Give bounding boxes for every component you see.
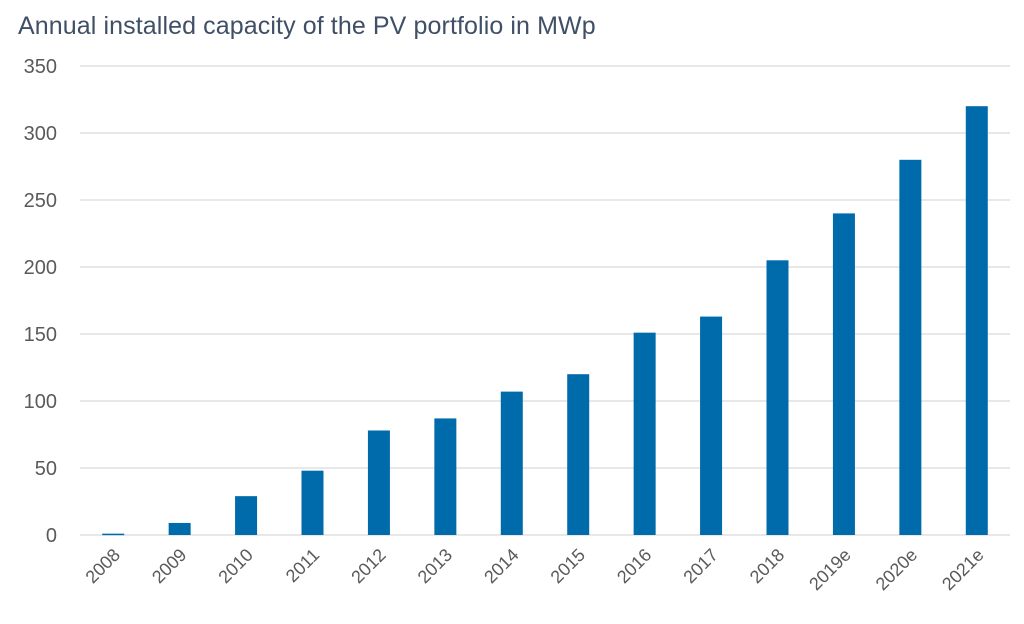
bar-2020e (899, 159, 922, 536)
bar-2013 (434, 418, 457, 535)
x-tick-label: 2015 (547, 545, 589, 587)
bar-2012 (367, 430, 390, 535)
y-axis-ticks: 0 50 100 150 200 250 300 350 (24, 56, 57, 547)
bar-2019e (832, 213, 855, 535)
gridlines (80, 65, 1010, 536)
x-tick-label: 2021e (938, 545, 988, 595)
bar-2009 (168, 522, 191, 535)
y-tick-label: 200 (24, 257, 57, 279)
x-tick-label: 2008 (82, 545, 124, 587)
y-tick-label: 250 (24, 190, 57, 212)
x-tick-label: 2016 (613, 545, 655, 587)
x-tick-label: 2010 (214, 545, 256, 587)
bar-2011 (301, 470, 324, 535)
x-tick-label: 2013 (414, 545, 456, 587)
x-tick-label: 2012 (347, 545, 389, 587)
bar-2010 (235, 496, 258, 535)
chart-title: Annual installed capacity of the PV port… (18, 12, 596, 40)
x-tick-label: 2011 (282, 545, 324, 587)
y-tick-label: 0 (46, 525, 57, 547)
x-tick-label: 2017 (679, 545, 721, 587)
x-tick-label: 2014 (480, 545, 522, 587)
bar-2015 (567, 374, 590, 535)
y-tick-label: 50 (35, 458, 57, 480)
bar-2017 (700, 316, 723, 535)
bar-2018 (766, 260, 789, 535)
y-tick-label: 150 (24, 324, 57, 346)
y-tick-label: 350 (24, 56, 57, 78)
bar-2016 (633, 332, 656, 535)
bar-2008 (102, 533, 125, 536)
x-tick-label: 2019e (805, 545, 855, 595)
bars (102, 106, 988, 536)
x-tick-label: 2020e (872, 545, 922, 595)
x-tick-label: 2018 (746, 545, 788, 587)
bar-2014 (500, 391, 523, 535)
y-tick-label: 300 (24, 123, 57, 145)
x-tick-label: 2009 (148, 545, 190, 587)
x-axis-ticks: 2008 2009 2010 2011 2012 2013 2014 2015 2016 2017… (82, 545, 988, 595)
y-tick-label: 100 (24, 391, 57, 413)
bar-2021e (965, 106, 988, 535)
